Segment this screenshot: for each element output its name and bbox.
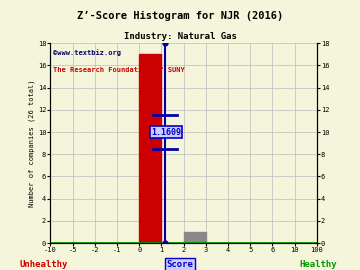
Text: Healthy: Healthy — [300, 260, 337, 269]
Bar — [184, 232, 206, 243]
Bar — [139, 54, 161, 243]
Text: Unhealthy: Unhealthy — [19, 260, 67, 269]
Text: 1.1609: 1.1609 — [151, 127, 181, 137]
Text: ©www.textbiz.org: ©www.textbiz.org — [53, 49, 121, 56]
Text: Z’-Score Histogram for NJR (2016): Z’-Score Histogram for NJR (2016) — [77, 11, 283, 21]
Text: Score: Score — [167, 260, 193, 269]
Text: The Research Foundation of SUNY: The Research Foundation of SUNY — [53, 67, 185, 73]
Y-axis label: Number of companies (26 total): Number of companies (26 total) — [28, 79, 35, 207]
Text: Industry: Natural Gas: Industry: Natural Gas — [123, 32, 237, 41]
